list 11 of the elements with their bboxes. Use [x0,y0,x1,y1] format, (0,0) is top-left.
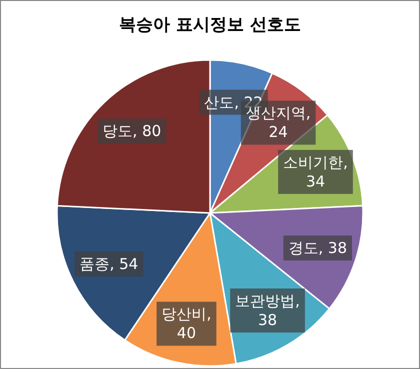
data-label: , 54 [110,254,138,273]
slice-label: 소비기한, 34 [283,153,348,190]
slice-label: 당도 [102,122,133,140]
data-label: , 38 [318,238,347,257]
slice-label: 경도 [288,238,318,257]
slice-label: 산도 [204,93,234,112]
slice-label: 당산비, 40 [162,305,212,342]
slice-label: 보관방법, 38 [235,292,300,330]
data-label: , 80 [132,122,162,140]
slice-label: 품종 [80,254,110,273]
chart-title: 복승아 표시정보 선호도 [119,15,301,35]
